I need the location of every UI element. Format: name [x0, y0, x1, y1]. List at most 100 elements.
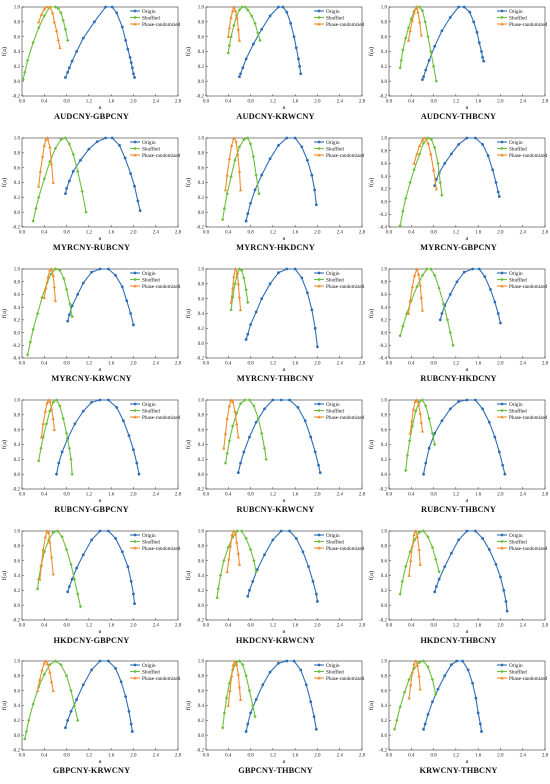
data-point — [426, 136, 430, 140]
panel-title: RUBCNY-THBCNY — [421, 505, 496, 514]
data-point — [264, 457, 268, 462]
data-point — [277, 144, 280, 147]
data-point — [236, 152, 240, 156]
data-point — [227, 43, 232, 48]
data-point — [42, 661, 46, 665]
data-point — [421, 529, 426, 533]
data-point — [48, 409, 52, 413]
chart-svg: -0.20.00.20.40.60.81.00.0 0.4 0.8 1.2 1.6 2.0… — [368, 659, 549, 765]
x-tick-label: 0.0 — [203, 231, 210, 236]
series-shuffled — [21, 5, 70, 82]
data-point — [473, 398, 477, 402]
data-point — [65, 38, 70, 43]
x-tick-label: 2.8 — [542, 754, 549, 759]
data-point — [416, 402, 421, 406]
data-point — [422, 727, 425, 731]
data-point — [66, 70, 70, 74]
x-tick-label: 1.6 — [475, 624, 482, 629]
x-tick-label: 1.2 — [86, 231, 93, 236]
data-point — [251, 703, 255, 708]
x-tick-label: 2.0 — [130, 100, 137, 105]
x-tick-label: 0.0 — [19, 100, 26, 105]
data-point — [239, 461, 242, 465]
x-tick-label: 0.4 — [41, 362, 48, 367]
y-tick-label: -0.2 — [196, 749, 204, 754]
data-point — [95, 140, 99, 144]
data-point — [471, 267, 474, 271]
data-point — [54, 398, 59, 402]
data-point — [58, 268, 62, 272]
x-tick-label: 0.0 — [386, 754, 393, 759]
data-point — [434, 79, 439, 83]
x-tick-label: 0.4 — [41, 624, 48, 629]
data-point — [238, 697, 243, 701]
y-tick-label: -0.2 — [12, 749, 20, 754]
series-shuffled — [392, 659, 438, 731]
x-tick-label: 0.4 — [41, 231, 48, 236]
data-point — [42, 7, 46, 11]
data-point — [260, 431, 264, 436]
data-point — [61, 18, 65, 23]
chart-panel: -0.2 0.0 0.2 0.4 0.6 0.8 1.0 0.0 0.4 0.8 1.2 1.6 2.0… — [184, 393, 367, 523]
y-tick-label: 0.6 — [381, 428, 388, 433]
panel-title: KRWCNY-THBCNY — [419, 766, 498, 775]
data-point — [402, 690, 407, 694]
data-point — [482, 59, 486, 63]
y-tick-label: 0.8 — [198, 545, 205, 550]
data-point — [53, 267, 58, 271]
legend-marker — [317, 415, 321, 419]
data-point — [130, 730, 134, 733]
data-point — [277, 661, 280, 665]
data-point — [417, 152, 422, 156]
data-point — [38, 169, 43, 173]
data-point — [292, 659, 296, 663]
legend-label: Phase-randomized — [509, 546, 548, 552]
series-line — [27, 268, 73, 355]
data-point — [457, 400, 461, 403]
legend-marker — [500, 271, 504, 275]
data-point — [235, 529, 239, 533]
x-tick-label: 0.0 — [19, 231, 26, 236]
legend-marker — [500, 15, 504, 20]
y-tick-label: 0.8 — [14, 545, 21, 550]
x-tick-label: 1.6 — [292, 362, 299, 367]
y-tick-label: 0.0 — [381, 604, 388, 609]
data-point — [263, 553, 266, 557]
legend-label: Shuffled — [509, 14, 527, 21]
legend-marker — [500, 146, 504, 151]
data-point — [225, 570, 229, 574]
y-tick-label: 0.6 — [14, 559, 21, 564]
y-tick-label: 0.4 — [381, 50, 388, 55]
data-point — [431, 64, 436, 69]
data-point — [450, 663, 453, 667]
data-point — [285, 10, 289, 14]
y-tick-label: 0.6 — [381, 559, 388, 564]
data-point — [104, 136, 107, 140]
data-point — [414, 409, 418, 413]
legend-label: Origin — [142, 9, 156, 15]
data-point — [122, 419, 125, 423]
data-point — [409, 683, 413, 687]
data-point — [39, 562, 44, 566]
legend-label: Shuffled — [142, 407, 160, 414]
data-point — [225, 416, 229, 420]
chart-panel: -0.2 0.0 0.2 0.4 0.6 0.8 1.0 0.0 0.4 0.8 1.2 1.6 2.0… — [367, 393, 550, 523]
data-point — [72, 703, 77, 708]
series-phase-randomized — [35, 659, 55, 693]
data-point — [53, 299, 58, 303]
data-point — [28, 340, 33, 344]
data-point — [239, 529, 244, 533]
data-point — [401, 48, 405, 52]
x-tick-label: 2.8 — [359, 493, 366, 498]
data-point — [124, 695, 128, 698]
data-point — [37, 459, 41, 463]
data-point — [420, 308, 425, 312]
y-tick-label: 0.8 — [14, 414, 21, 419]
data-point — [473, 529, 477, 533]
data-point — [410, 285, 415, 289]
data-point — [462, 270, 466, 274]
data-point — [71, 152, 75, 157]
